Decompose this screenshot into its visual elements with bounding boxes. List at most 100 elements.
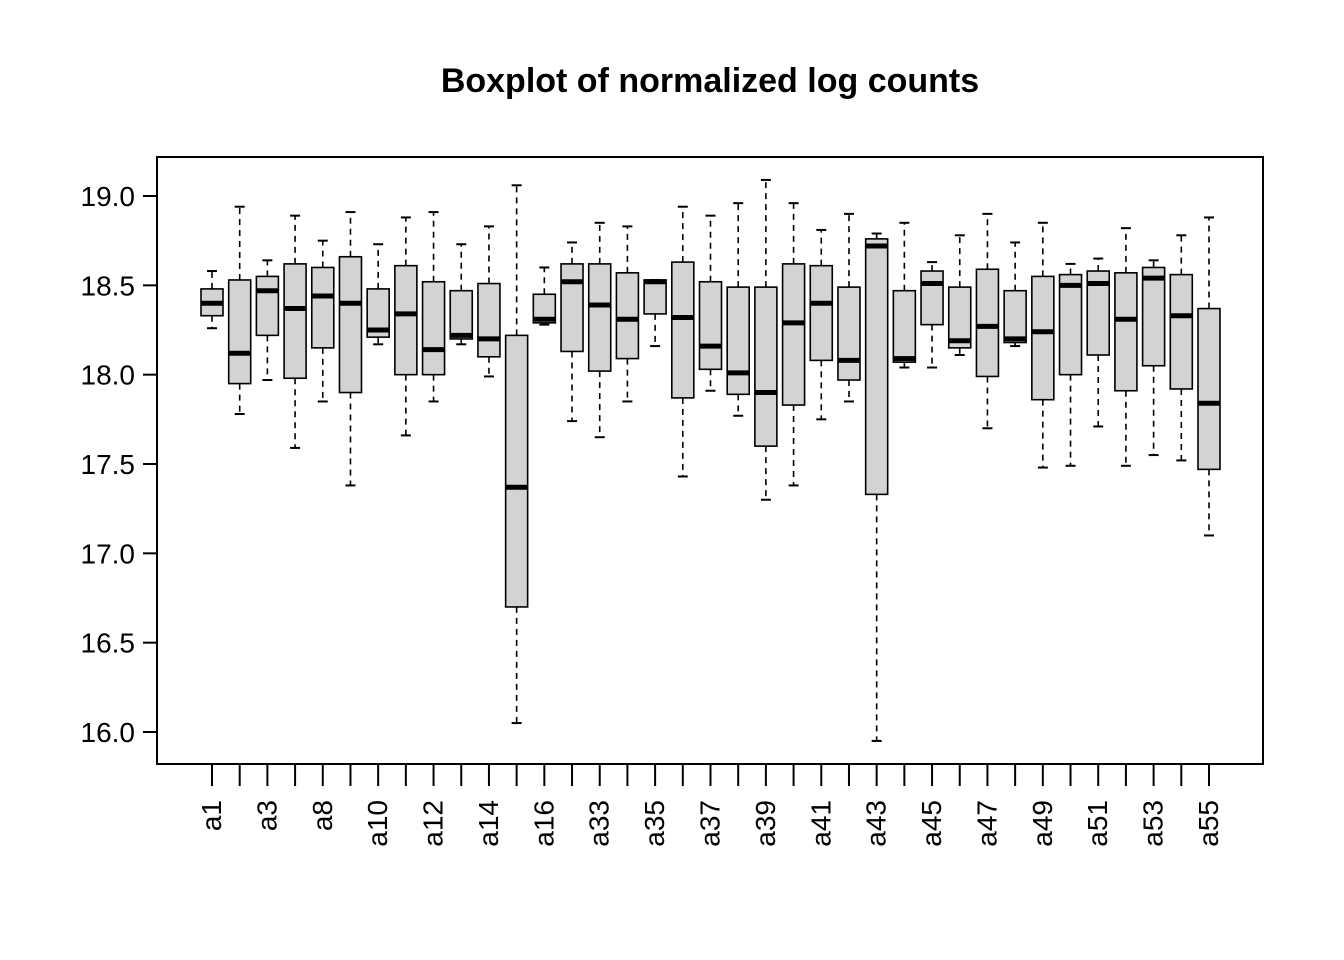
x-tick-label: a45: [916, 800, 947, 847]
y-tick-label: 18.0: [81, 360, 136, 391]
y-tick-label: 16.0: [81, 717, 136, 748]
x-tick-label: a55: [1193, 800, 1224, 847]
box-3: [255, 259, 280, 382]
box-25: [864, 232, 889, 742]
box-body: [726, 286, 750, 396]
box-15: [587, 221, 612, 439]
box-body: [1141, 266, 1166, 367]
box-body: [837, 286, 861, 381]
box-4: [283, 214, 307, 449]
box-30: [1003, 241, 1027, 348]
box-36: [1169, 234, 1194, 462]
box-11: [477, 225, 501, 378]
box-26: [892, 221, 917, 369]
box-10: [449, 243, 474, 346]
box-32: [1058, 262, 1083, 467]
x-tick-label: a37: [695, 800, 726, 847]
box-29: [975, 212, 1000, 430]
box-body: [643, 279, 667, 315]
box-17: [643, 278, 667, 348]
plot-frame: [156, 156, 1264, 765]
box-24: [837, 212, 861, 403]
box-body: [615, 272, 640, 360]
box-27: [920, 261, 944, 369]
box-13: [532, 266, 557, 326]
x-tick-label: a14: [473, 800, 504, 847]
box-body: [338, 255, 363, 394]
box-body: [1031, 275, 1055, 401]
x-tick-label: a35: [639, 800, 670, 847]
box-body: [504, 334, 529, 608]
box-body: [449, 289, 474, 340]
x-tick-label: a33: [584, 800, 615, 847]
box-body: [421, 280, 446, 376]
box-31: [1031, 221, 1055, 469]
x-tick-label: a1: [196, 800, 227, 831]
box-6: [338, 211, 363, 487]
box-28: [947, 234, 972, 357]
box-18: [671, 205, 695, 478]
x-tick-label: a12: [418, 800, 449, 847]
box-body: [227, 279, 252, 385]
box-body: [310, 266, 335, 349]
y-tick-label: 17.0: [81, 538, 136, 569]
box-body: [1169, 273, 1194, 390]
x-tick-label: a8: [307, 800, 338, 831]
box-21: [754, 178, 778, 501]
box-body: [532, 293, 557, 324]
box-23: [809, 228, 834, 421]
x-tick-label: a41: [805, 800, 836, 847]
box-35: [1141, 259, 1166, 457]
box-5: [310, 239, 335, 403]
box-12: [504, 184, 529, 725]
x-tick-label: a47: [971, 800, 1002, 847]
box-16: [615, 225, 640, 403]
box-body: [975, 268, 1000, 378]
y-tick-label: 19.0: [81, 181, 136, 212]
box-body: [781, 263, 806, 406]
box-19: [698, 214, 723, 392]
box-33: [1086, 257, 1111, 428]
box-body: [283, 263, 307, 380]
box-body: [947, 286, 972, 349]
box-body: [255, 275, 280, 337]
box-34: [1114, 227, 1138, 467]
box-body: [1086, 270, 1111, 356]
x-tick-label: a51: [1082, 800, 1113, 847]
x-tick-label: a49: [1027, 800, 1058, 847]
x-tick-label: a3: [251, 800, 282, 831]
x-tick-label: a10: [362, 800, 393, 847]
box-7: [366, 243, 390, 346]
box-2: [227, 205, 252, 415]
box-1: [200, 270, 224, 330]
box-body: [366, 288, 390, 338]
x-tick-label: a43: [861, 800, 892, 847]
box-body: [892, 289, 917, 363]
box-20: [726, 202, 750, 417]
box-body: [394, 264, 418, 376]
y-axis: 16.0 16.5 17.0 17.5 18.0 18.5 19.0: [81, 181, 158, 748]
box-37: [1197, 216, 1221, 537]
y-tick-label: 17.5: [81, 449, 136, 480]
x-tick-label: a53: [1138, 800, 1169, 847]
box-8: [394, 216, 418, 437]
box-body: [809, 264, 834, 362]
box-body: [587, 263, 612, 372]
box-body: [698, 280, 723, 371]
chart-title: Boxplot of normalized log counts: [441, 62, 979, 100]
box-14: [560, 241, 584, 423]
x-tick-label: a16: [528, 800, 559, 847]
box-body: [560, 263, 584, 353]
y-tick-label: 16.5: [81, 628, 136, 659]
y-tick-label: 18.5: [81, 270, 136, 301]
box-body: [1058, 273, 1083, 376]
box-body: [864, 238, 889, 496]
box-22: [781, 202, 806, 487]
box-body: [1197, 307, 1221, 471]
box-body: [1114, 272, 1138, 392]
x-axis: a1 a3 a8 a10 a12 a14 a16 a33 a35 a37 a39 a41 a43 a45 a…: [196, 763, 1224, 847]
box-9: [421, 211, 446, 403]
box-body: [671, 261, 695, 399]
x-tick-label: a39: [750, 800, 781, 847]
